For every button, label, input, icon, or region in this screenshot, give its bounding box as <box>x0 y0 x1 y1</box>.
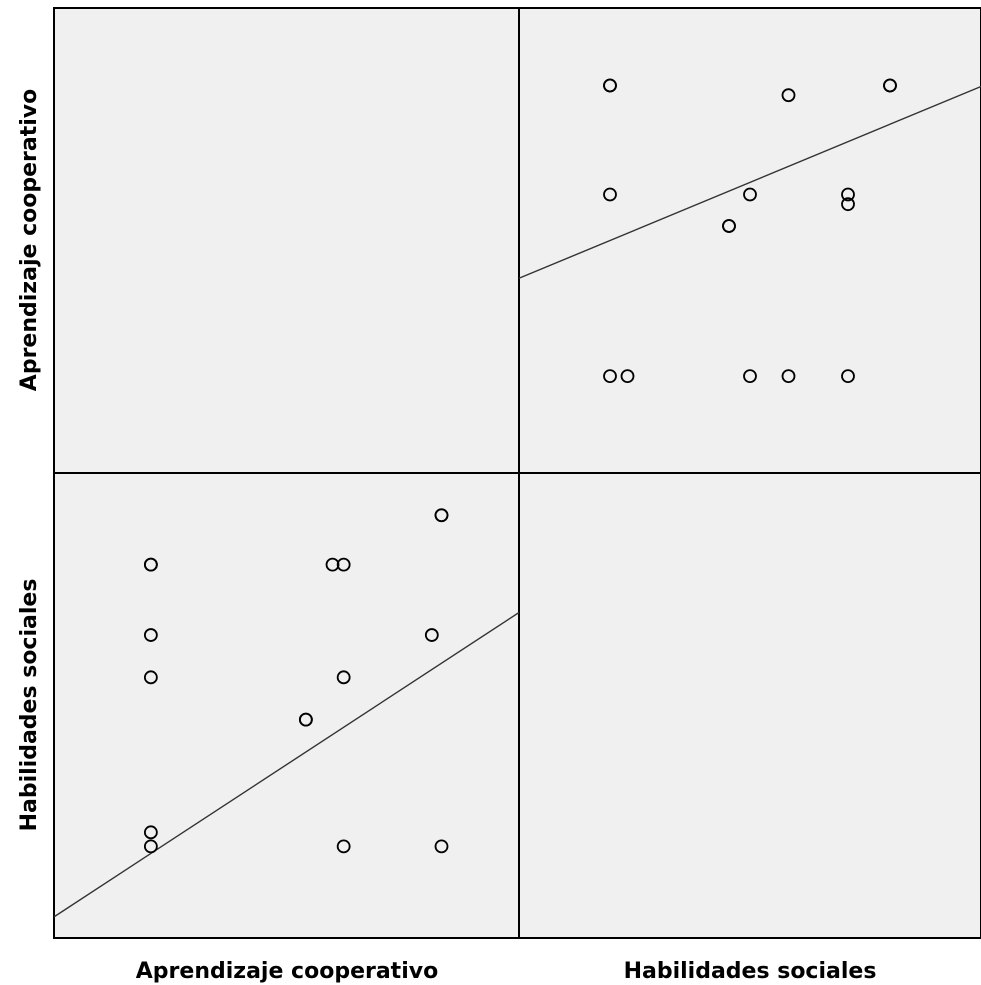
data-point-r1c2 <box>841 369 855 384</box>
data-point-r2c1 <box>434 508 449 523</box>
data-point-r1c2 <box>743 187 757 202</box>
data-point-r1c2 <box>603 369 617 384</box>
data-point-r2c1 <box>434 839 449 854</box>
data-point-r2c1 <box>143 628 158 642</box>
data-point-r1c2 <box>781 88 796 103</box>
x-axis-label-col2: Habilidades sociales <box>624 959 877 984</box>
data-point-r2c1 <box>143 839 158 854</box>
data-point-r1c2 <box>603 78 617 93</box>
data-point-r2c1 <box>143 670 158 685</box>
data-point-r2c1 <box>143 557 158 572</box>
y-axis-label-row2: Habilidades sociales <box>17 579 42 832</box>
x-axis-label-col1: Aprendizaje cooperativo <box>136 959 438 984</box>
data-point-r2c1 <box>298 712 313 727</box>
data-point-r2c1 <box>424 628 439 642</box>
data-point-r1c2 <box>841 187 855 202</box>
data-point-r2c1 <box>336 839 351 854</box>
points-layer <box>143 78 897 854</box>
data-point-r2c1 <box>336 670 351 685</box>
data-point-r1c2 <box>841 197 855 212</box>
y-axis-label-row1: Aprendizaje cooperativo <box>17 89 42 391</box>
data-point-r1c2 <box>743 369 757 384</box>
data-point-r1c2 <box>883 78 897 93</box>
fit-line-r1c2 <box>519 85 981 279</box>
fit-line-r2c1 <box>54 611 519 918</box>
data-point-r2c1 <box>143 825 158 840</box>
data-point-r2c1 <box>336 557 351 572</box>
data-point-r1c2 <box>603 187 617 202</box>
matrix-frame <box>53 7 981 939</box>
panels-layer <box>53 7 981 939</box>
data-point-r1c2 <box>722 219 736 233</box>
data-point-r1c2 <box>620 369 635 384</box>
data-point-r1c2 <box>781 369 796 384</box>
